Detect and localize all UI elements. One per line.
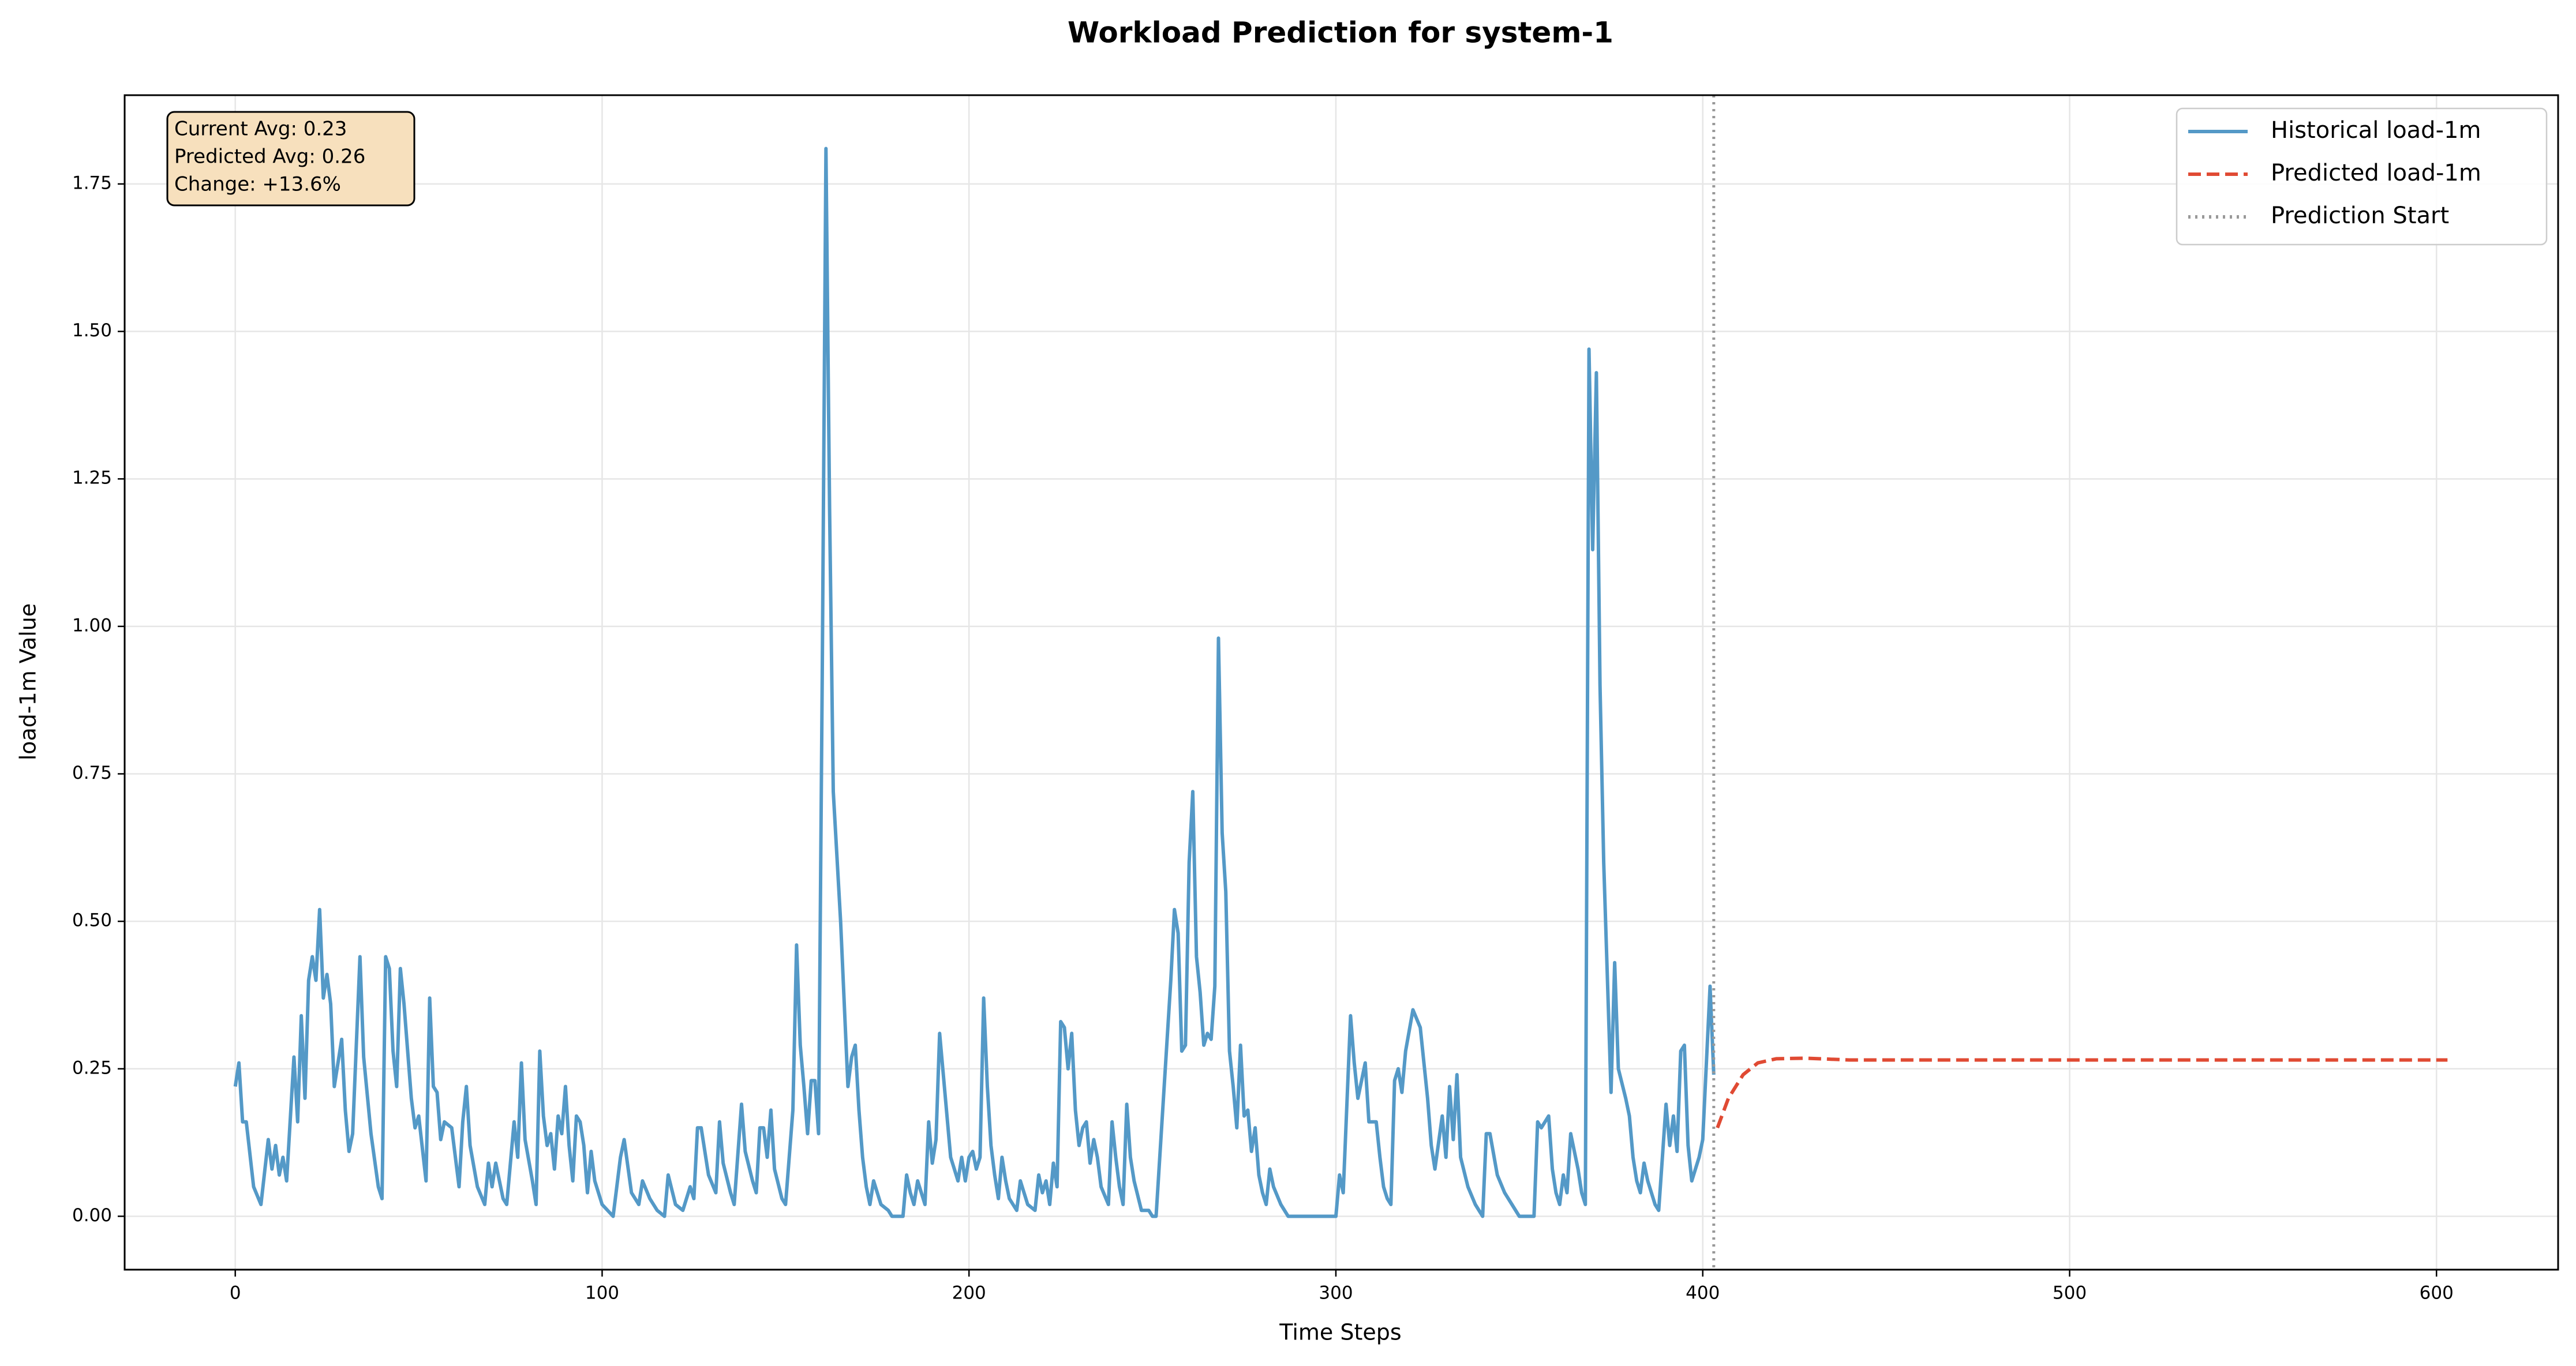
legend-label: Predicted load-1m bbox=[2271, 160, 2481, 186]
legend-label: Prediction Start bbox=[2271, 202, 2449, 229]
chart-title: Workload Prediction for system-1 bbox=[1068, 16, 1613, 50]
x-tick-label: 600 bbox=[2420, 1283, 2454, 1304]
x-tick-label: 100 bbox=[585, 1283, 619, 1304]
data-line bbox=[1716, 1056, 2448, 1129]
x-tick-label: 0 bbox=[230, 1283, 241, 1304]
plot-frame bbox=[123, 94, 2559, 1271]
y-tick-label: 0.75 bbox=[72, 763, 112, 783]
y-tick-label: 1.75 bbox=[72, 172, 112, 193]
x-tick-label: 300 bbox=[1319, 1283, 1353, 1304]
y-tick-label: 0.00 bbox=[72, 1205, 112, 1226]
y-tick-label: 1.00 bbox=[72, 615, 112, 636]
y-tick-label: 0.50 bbox=[72, 910, 112, 931]
annotation-text: Predicted Avg: 0.26 bbox=[174, 145, 365, 168]
y-tick-label: 1.50 bbox=[72, 320, 112, 341]
x-tick-label: 500 bbox=[2053, 1283, 2087, 1304]
annotation-box bbox=[166, 111, 415, 207]
y-tick-label: 1.25 bbox=[72, 468, 112, 489]
x-tick-label: 200 bbox=[952, 1283, 986, 1304]
y-tick-label: 0.25 bbox=[72, 1057, 112, 1078]
x-tick-label: 400 bbox=[1686, 1283, 1720, 1304]
legend-label: Historical load-1m bbox=[2271, 117, 2481, 144]
annotation-text: Current Avg: 0.23 bbox=[174, 118, 347, 141]
y-axis-label: load-1m Value bbox=[16, 603, 41, 761]
data-line bbox=[233, 147, 1716, 1218]
legend-box bbox=[2176, 107, 2548, 246]
x-axis-label: Time Steps bbox=[1279, 1320, 1401, 1345]
annotation-text: Change: +13.6% bbox=[174, 173, 341, 196]
